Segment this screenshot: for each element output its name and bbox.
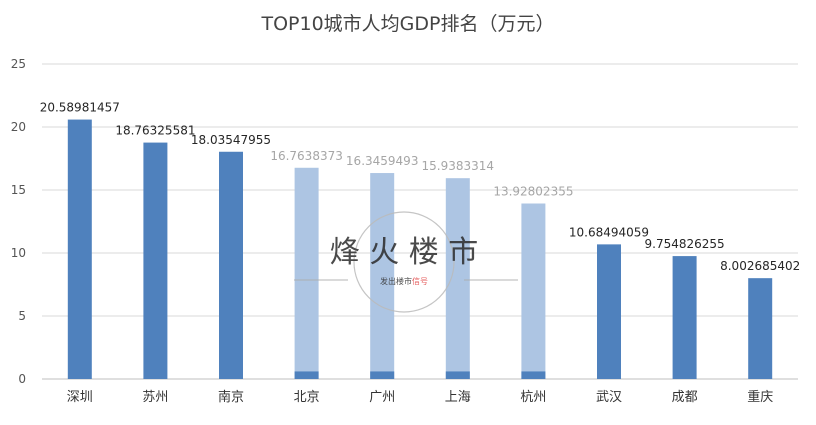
x-tick-label: 广州 [369,390,395,405]
y-tick-label: 15 [11,183,26,197]
data-label: 20.58981457 [40,101,120,115]
x-tick-label: 苏州 [142,389,168,405]
bar [597,244,621,379]
x-tick-label: 深圳 [67,390,93,405]
bar [143,142,168,379]
watermark-circle [353,211,455,313]
data-label: 8.002685402 [720,259,800,273]
bar-base-segment [370,371,395,379]
bar-base-segment [294,371,319,379]
bar [521,203,546,379]
data-label: 9.754826255 [645,237,725,251]
bars [67,119,773,380]
x-tick-label: 上海 [445,390,471,405]
x-tick-label: 成都 [672,390,698,405]
x-tick-label: 北京 [294,390,320,405]
bar [67,119,92,380]
y-axis-ticks: 0 5 10 15 20 25 [11,57,26,386]
bar [294,167,319,379]
bar [219,151,243,379]
data-label: 16.7638373 [270,149,343,163]
y-tick-label: 20 [11,120,26,134]
data-label: 13.92802355 [493,185,573,199]
chart-title: TOP10城市人均GDP排名（万元） [260,13,554,35]
y-tick-label: 25 [11,57,26,71]
x-axis-categories: 深圳 苏州 南京 北京 广州 上海 杭州 武汉 成都 重庆 [67,389,773,405]
bar-base-segment [445,371,470,379]
watermark-subtitle-suffix: 信号 [412,276,428,286]
x-tick-label: 武汉 [596,390,622,405]
data-label: 15.9383314 [422,159,495,173]
watermark-subtitle: 发出楼市信号 [380,276,428,286]
y-tick-label: 10 [11,246,26,260]
bar [370,173,395,379]
bar [748,278,773,379]
data-label: 16.3459493 [346,154,419,168]
watermark-logo: 烽 火 楼 市 发出楼市信号 [294,211,518,313]
bar [672,256,697,379]
data-label: 10.68494059 [569,225,649,239]
data-label: 18.03547955 [191,133,271,147]
x-tick-label: 杭州 [520,390,546,405]
y-tick-label: 5 [18,309,26,323]
y-tick-label: 0 [18,372,26,386]
bar-base-segment [521,371,546,379]
x-tick-label: 重庆 [747,389,773,405]
x-tick-label: 南京 [218,389,244,405]
bar [445,178,470,379]
data-label: 18.76325581 [115,124,195,138]
watermark-text: 烽 火 楼 市 [330,235,479,270]
gridlines [42,63,798,380]
watermark-subtitle-prefix: 发出楼市 [380,276,412,286]
